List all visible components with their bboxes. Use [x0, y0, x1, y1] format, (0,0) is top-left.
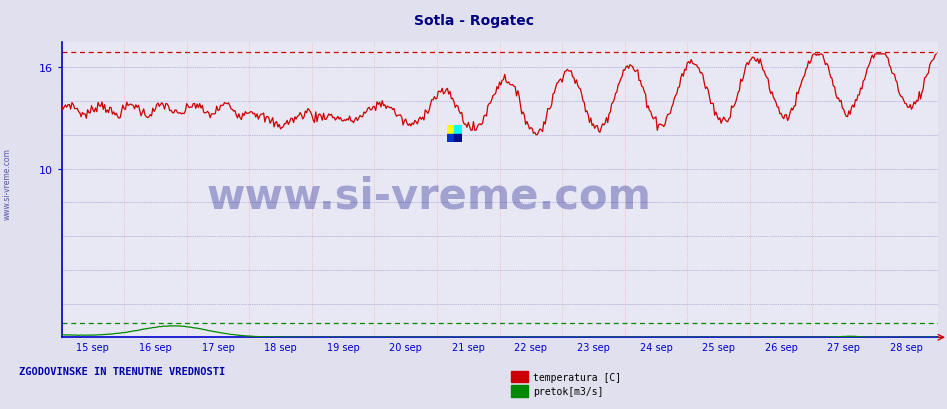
Text: www.si-vreme.com: www.si-vreme.com	[207, 175, 652, 217]
Text: Sotla - Rogatec: Sotla - Rogatec	[414, 14, 533, 28]
Bar	[455, 134, 462, 143]
Bar	[447, 126, 455, 134]
Text: pretok[m3/s]: pretok[m3/s]	[533, 386, 603, 396]
Bar	[447, 134, 455, 143]
Text: temperatura [C]: temperatura [C]	[533, 372, 621, 382]
Text: ZGODOVINSKE IN TRENUTNE VREDNOSTI: ZGODOVINSKE IN TRENUTNE VREDNOSTI	[19, 366, 225, 376]
Bar	[455, 126, 462, 134]
Text: www.si-vreme.com: www.si-vreme.com	[3, 148, 12, 220]
